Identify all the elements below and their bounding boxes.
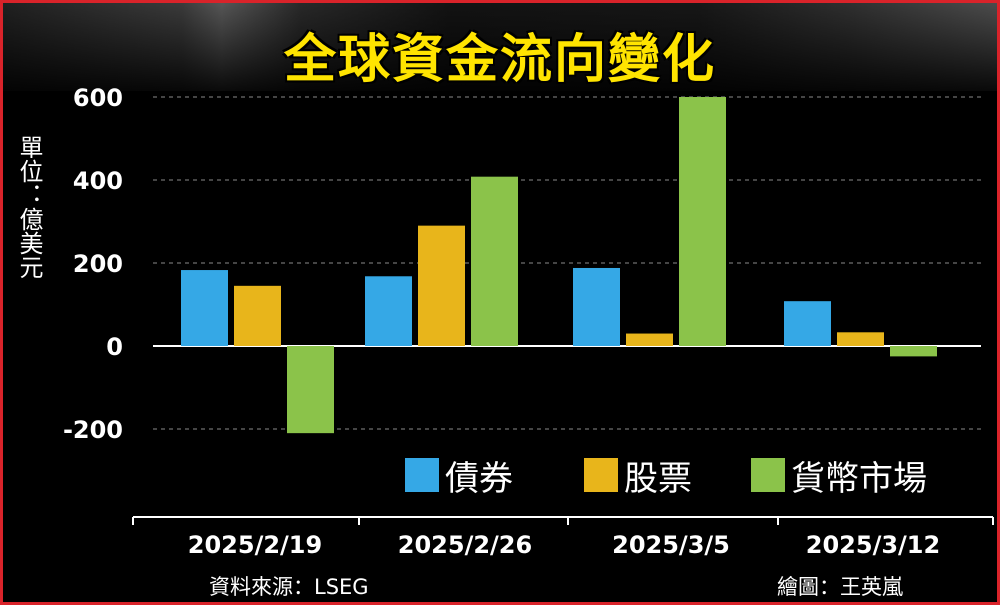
bar-1-2 bbox=[626, 333, 673, 346]
x-tick-label: 2025/2/26 bbox=[398, 531, 532, 559]
bar-0-1 bbox=[365, 276, 412, 346]
header-photo-fade bbox=[3, 3, 997, 103]
legend-stocks: 股票 bbox=[584, 451, 692, 499]
source-note: 資料來源：LSEG bbox=[209, 575, 369, 599]
legend-bonds: 債券 bbox=[405, 451, 513, 499]
bar-layer bbox=[181, 97, 937, 434]
legend-label-bonds: 債券 bbox=[445, 458, 513, 499]
credit-note: 繪圖：王英嵐 bbox=[777, 575, 903, 599]
bar-0-2 bbox=[573, 267, 620, 346]
legend-label-stocks: 股票 bbox=[624, 458, 692, 499]
bar-2-3 bbox=[890, 346, 937, 357]
legend-swatch-stocks bbox=[584, 458, 618, 492]
bar-chart: 600 400 200 0 -200 2025/2/19 2025/2/26 2025/3/5… bbox=[63, 84, 994, 559]
bar-1-1 bbox=[418, 225, 465, 346]
x-tick-label: 2025/2/19 bbox=[188, 531, 322, 559]
bar-2-0 bbox=[287, 346, 334, 434]
bar-0-0 bbox=[181, 270, 228, 346]
y-tick-label: 400 bbox=[73, 167, 123, 195]
y-tick-label: 600 bbox=[73, 84, 123, 112]
bar-0-3 bbox=[784, 301, 831, 346]
x-tick-label: 2025/3/12 bbox=[806, 531, 940, 559]
y-tick-label: 0 bbox=[106, 333, 123, 361]
axis-layer: 600 400 200 0 -200 2025/2/19 2025/2/26 2025/3/5… bbox=[63, 84, 994, 559]
bar-2-1 bbox=[471, 176, 518, 346]
x-tick-label: 2025/3/5 bbox=[612, 531, 730, 559]
unit-label: 單位：億美元 bbox=[15, 135, 43, 279]
chart-title: 全球資金流向變化 bbox=[283, 30, 716, 90]
legend-swatch-money-market bbox=[751, 458, 785, 492]
legend-swatch-bonds bbox=[405, 458, 439, 492]
bar-1-0 bbox=[234, 285, 281, 346]
legend-money-market: 貨幣市場 bbox=[751, 451, 927, 499]
y-tick-label: -200 bbox=[63, 416, 123, 444]
y-tick-label: 200 bbox=[73, 250, 123, 278]
grid-layer bbox=[153, 96, 981, 430]
bar-2-2 bbox=[679, 97, 726, 346]
legend-label-money-market: 貨幣市場 bbox=[791, 458, 927, 499]
bar-1-3 bbox=[837, 332, 884, 346]
